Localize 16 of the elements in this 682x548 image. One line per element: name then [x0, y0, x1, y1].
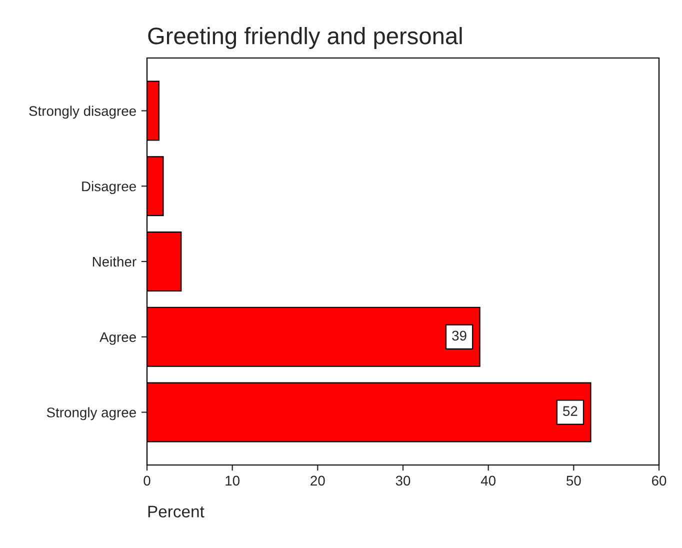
data-label: 39 — [452, 330, 466, 341]
x-tick-label: 0 — [144, 476, 150, 486]
chart-title: Greeting friendly and personal — [148, 26, 462, 50]
x-tick-label: 30 — [396, 476, 410, 486]
x-tick-label: 50 — [566, 476, 581, 486]
y-tick-label: Strongly agree — [46, 407, 136, 420]
y-tick-label: Agree — [100, 332, 136, 345]
y-tick-label: Strongly disagree — [29, 106, 136, 119]
y-tick-label: Disagree — [82, 181, 136, 194]
x-axis-title: Percent — [148, 506, 204, 518]
data-label: 52 — [563, 406, 578, 416]
x-tick-label: 40 — [480, 476, 496, 486]
y-tick-label: Neither — [92, 256, 136, 267]
x-tick-label: 60 — [652, 476, 666, 486]
x-tick-label: 20 — [310, 476, 325, 486]
x-tick-label: 10 — [226, 476, 240, 486]
